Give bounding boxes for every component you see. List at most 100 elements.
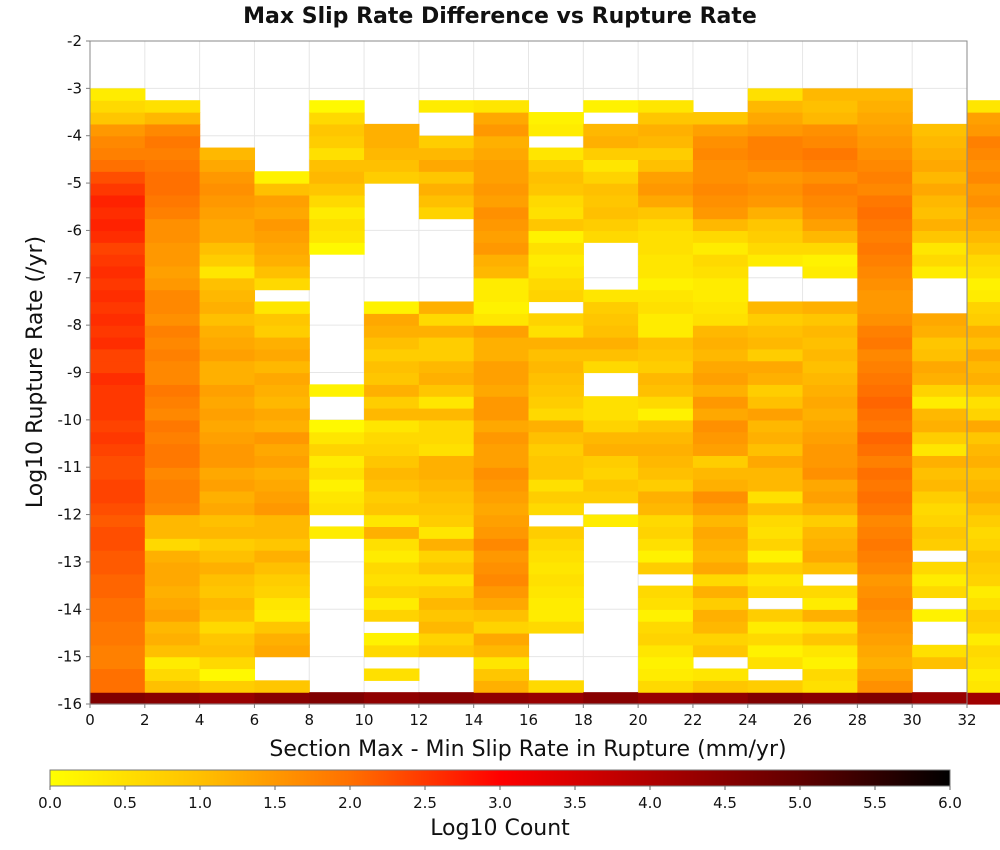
heatmap-cell xyxy=(90,550,146,563)
heatmap-cell xyxy=(473,585,530,599)
heatmap-cell xyxy=(418,348,475,362)
heatmap-cell xyxy=(364,419,420,433)
heatmap-cell xyxy=(473,431,530,445)
heatmap-cell xyxy=(967,573,1000,587)
heatmap-cell xyxy=(528,621,584,634)
heatmap-cell xyxy=(199,242,256,255)
heatmap-cell xyxy=(692,171,749,184)
heatmap-cell xyxy=(912,443,968,456)
heatmap-cell xyxy=(857,467,913,480)
heatmap-cell xyxy=(90,123,146,137)
x-tick-label: 8 xyxy=(304,711,314,729)
heatmap-cell xyxy=(199,490,256,504)
heatmap-cell xyxy=(199,159,256,172)
heatmap-cell xyxy=(967,490,1000,504)
heatmap-cell xyxy=(528,490,584,504)
heatmap-cell xyxy=(692,585,749,599)
heatmap-cell xyxy=(912,325,968,338)
heatmap-cell xyxy=(418,360,475,374)
heatmap-cell xyxy=(692,538,749,551)
heatmap-cell xyxy=(967,526,1000,539)
heatmap-cell xyxy=(692,194,749,208)
heatmap-cell xyxy=(309,692,365,705)
heatmap-cell xyxy=(857,573,913,587)
heatmap-cell xyxy=(638,384,694,397)
heatmap-cell xyxy=(473,289,530,303)
heatmap-cell xyxy=(364,313,420,326)
heatmap-cell xyxy=(199,372,256,385)
heatmap-cell xyxy=(199,479,256,492)
heatmap-cell xyxy=(473,123,530,137)
heatmap-cell xyxy=(90,159,146,172)
heatmap-cell xyxy=(857,183,913,196)
heatmap-cell xyxy=(747,301,804,314)
heatmap-cell xyxy=(638,431,694,445)
heatmap-cell xyxy=(254,419,310,433)
heatmap-cell xyxy=(692,419,749,433)
heatmap-cell xyxy=(144,443,201,456)
heatmap-cell xyxy=(802,502,858,516)
heatmap-cell xyxy=(309,123,365,137)
heatmap-cell xyxy=(528,680,584,693)
heatmap-cell xyxy=(254,538,310,551)
heatmap-cell xyxy=(199,384,256,397)
heatmap-cell xyxy=(199,644,256,658)
heatmap-cell xyxy=(254,396,310,409)
heatmap-cell xyxy=(583,431,639,445)
heatmap-cell xyxy=(912,467,968,480)
heatmap-cell xyxy=(857,325,913,338)
heatmap-cell xyxy=(692,289,749,303)
heatmap-cell xyxy=(528,348,584,362)
heatmap-cell xyxy=(90,455,146,468)
heatmap-cell xyxy=(802,336,858,350)
heatmap-cell xyxy=(418,502,475,516)
heatmap-cell xyxy=(418,443,475,456)
heatmap-cell xyxy=(90,265,146,279)
heatmap-cell xyxy=(857,206,913,220)
heatmap-cell xyxy=(418,159,475,172)
heatmap-cell xyxy=(638,561,694,575)
heatmap-cell xyxy=(144,277,201,291)
heatmap-cell xyxy=(747,88,804,101)
heatmap-cell xyxy=(912,419,968,433)
heatmap-cell xyxy=(199,502,256,516)
heatmap-cell xyxy=(692,597,749,610)
heatmap-cell xyxy=(912,396,968,409)
heatmap-cell xyxy=(967,194,1000,208)
heatmap-cell xyxy=(473,206,530,220)
heatmap-cell xyxy=(418,384,475,397)
heatmap-cell xyxy=(144,372,201,385)
heatmap-cell xyxy=(90,218,146,232)
heatmap-cell xyxy=(528,561,584,575)
heatmap-cell xyxy=(638,479,694,492)
heatmap-cell xyxy=(692,360,749,374)
heatmap-cell xyxy=(90,183,146,196)
heatmap-cell xyxy=(254,183,310,196)
heatmap-cell xyxy=(199,348,256,362)
heatmap-cell xyxy=(912,242,968,255)
heatmap-cells xyxy=(90,88,1000,705)
heatmap-cell xyxy=(692,668,749,681)
heatmap-cell xyxy=(144,360,201,374)
colorbar-tick-label: 1.0 xyxy=(188,794,212,812)
heatmap-cell xyxy=(638,632,694,646)
heatmap-cell xyxy=(144,585,201,599)
heatmap-cell xyxy=(747,526,804,539)
heatmap-cell xyxy=(364,573,420,587)
heatmap-cell xyxy=(967,325,1000,338)
heatmap-cell xyxy=(638,455,694,468)
colorbar-tick-label: 2.5 xyxy=(413,794,437,812)
heatmap-cell xyxy=(144,194,201,208)
heatmap-cell xyxy=(364,325,420,338)
heatmap-cell xyxy=(802,100,858,113)
heatmap-cell xyxy=(90,538,146,551)
heatmap-cell xyxy=(857,159,913,172)
heatmap-cell xyxy=(528,159,584,172)
heatmap-cell xyxy=(638,313,694,326)
heatmap-cell xyxy=(967,419,1000,433)
heatmap-cell xyxy=(638,360,694,374)
heatmap-cell xyxy=(638,100,694,113)
heatmap-cell xyxy=(528,408,584,421)
heatmap-cell xyxy=(912,656,968,670)
heatmap-cell xyxy=(857,123,913,137)
